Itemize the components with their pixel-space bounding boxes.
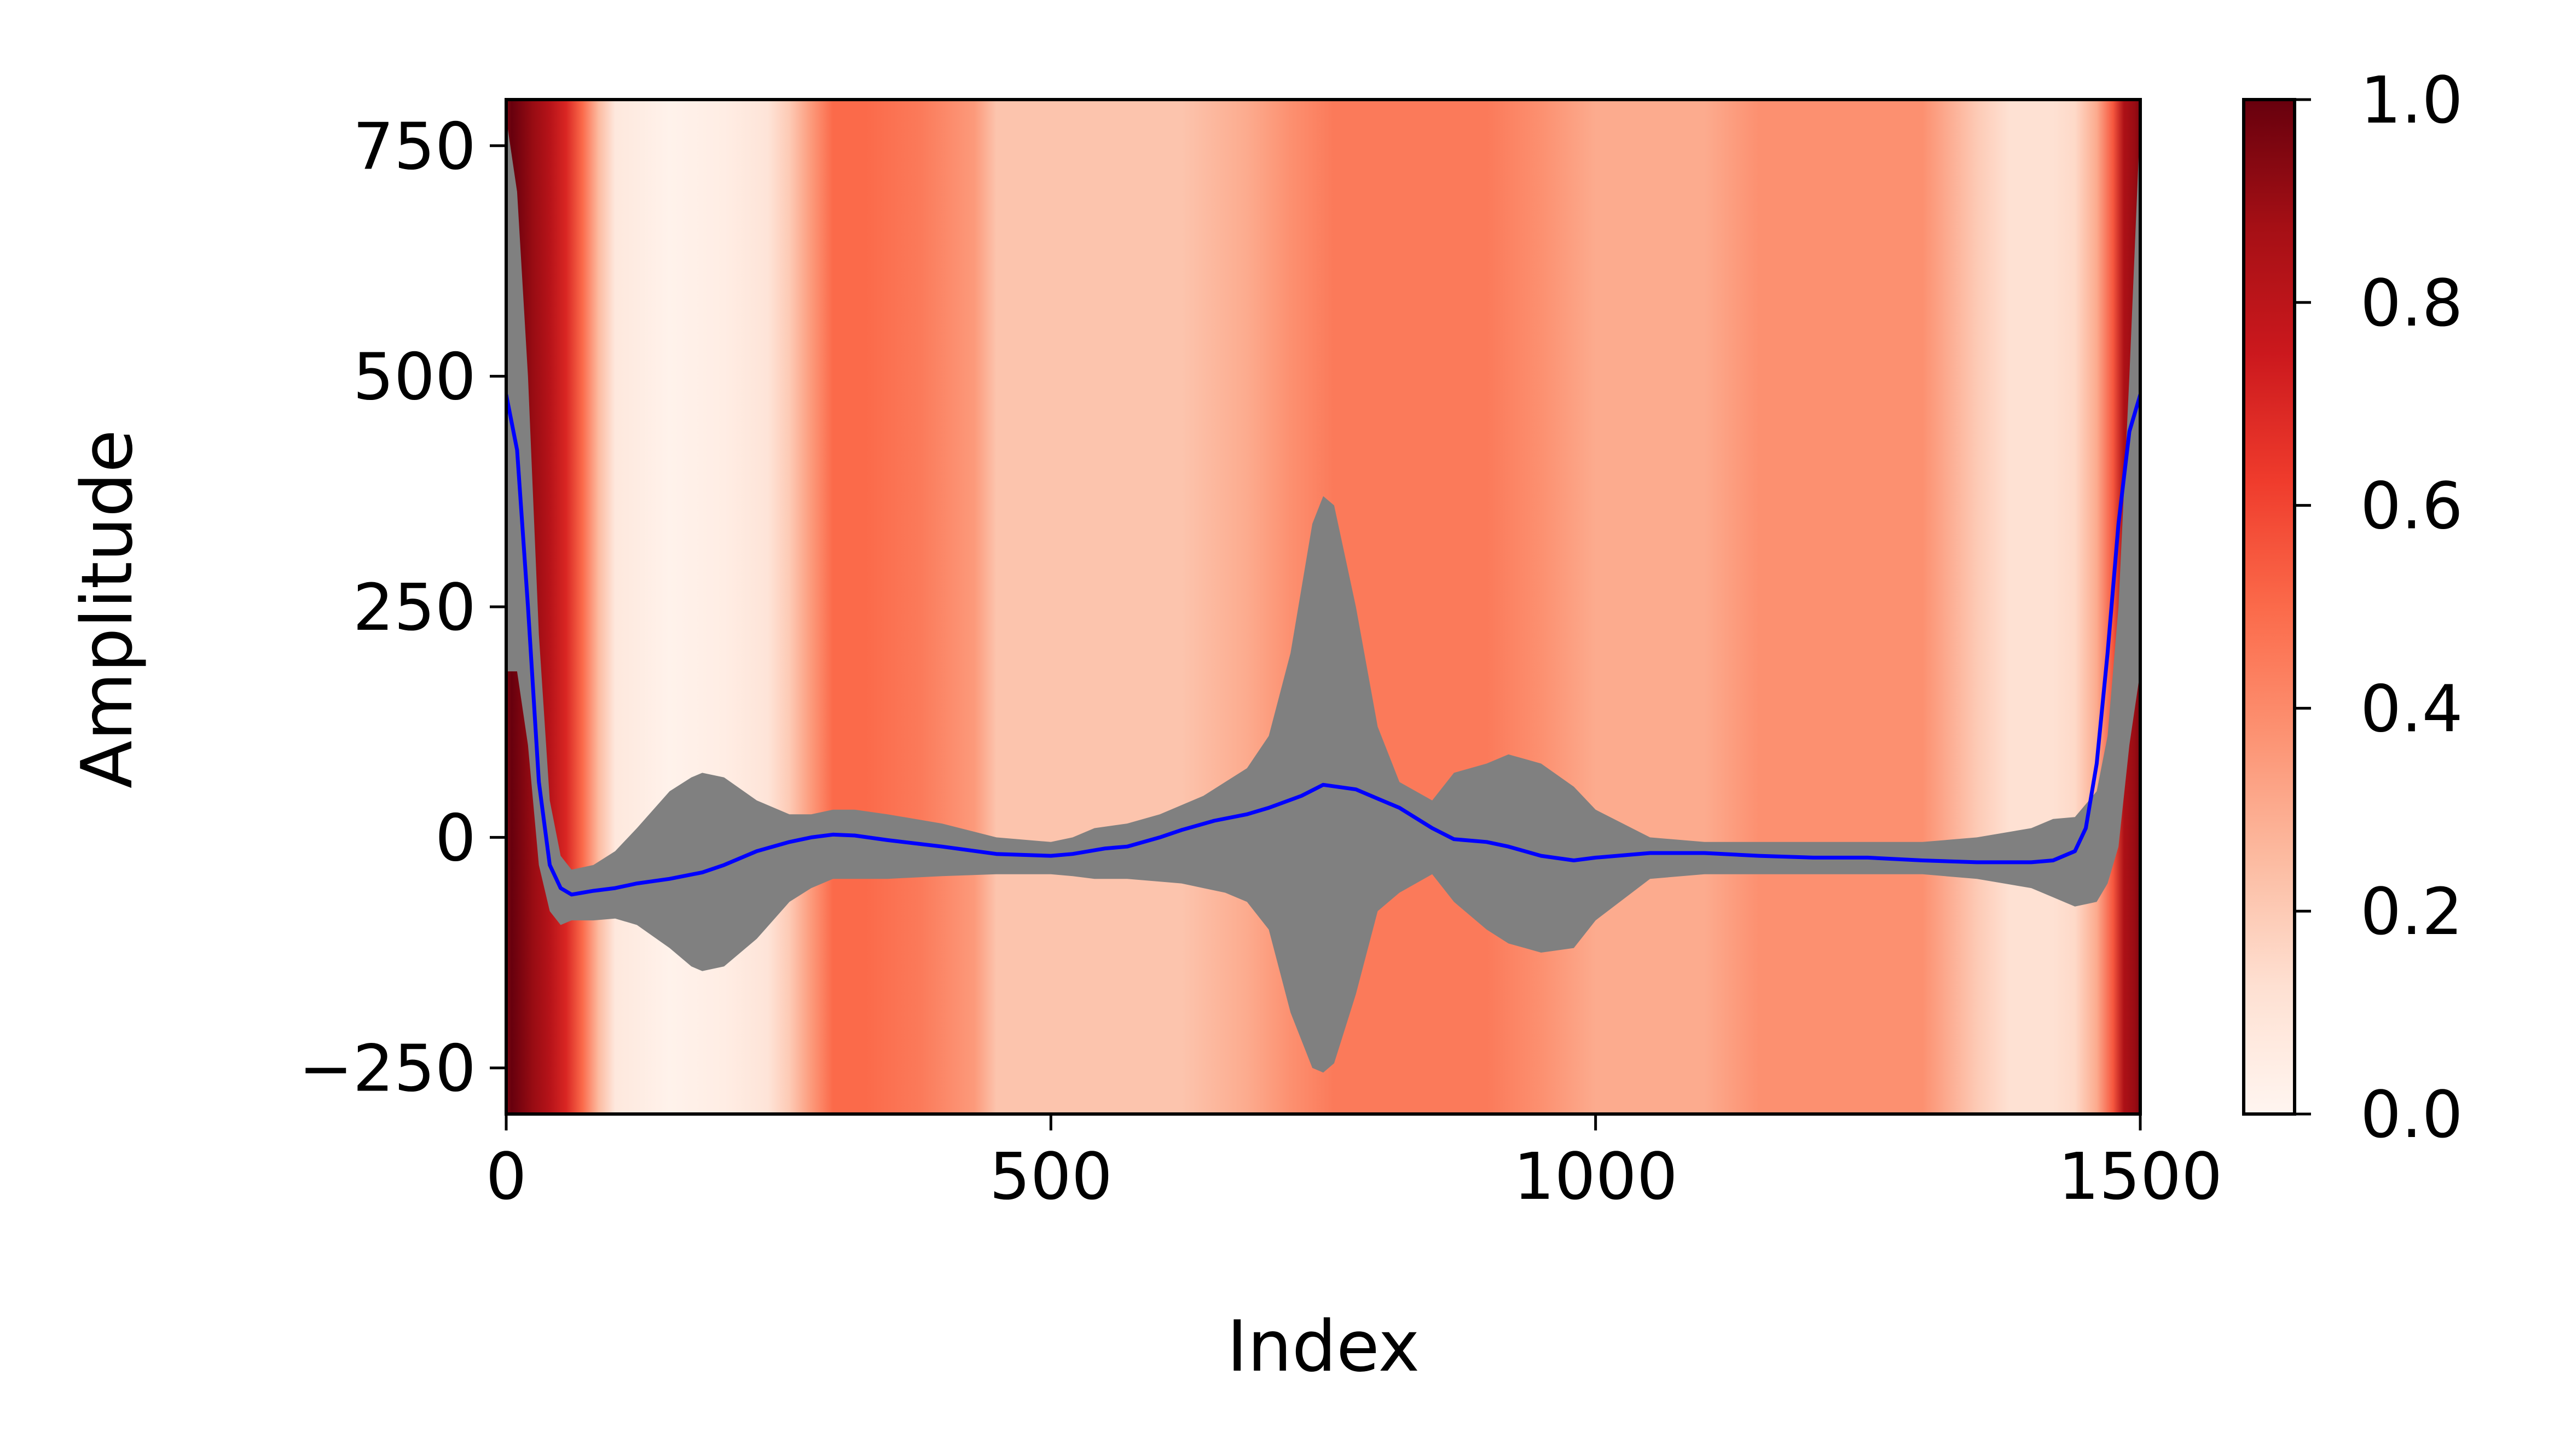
x-tick-label: 500 — [989, 1139, 1113, 1214]
x-axis-label: Index — [1227, 1306, 1420, 1388]
colorbar-tick-label: 0.2 — [2360, 874, 2463, 949]
uncertainty-band — [506, 118, 2140, 1073]
colorbar — [2242, 98, 2296, 1116]
colorbar-tick-label: 0.0 — [2360, 1077, 2463, 1152]
mean-line — [506, 394, 2140, 897]
y-tick-label: −250 — [299, 1031, 476, 1106]
x-tick-label: 1000 — [1514, 1139, 1678, 1214]
x-tick-label: 1500 — [2058, 1139, 2222, 1214]
colorbar-tick-label: 1.0 — [2360, 62, 2463, 138]
y-tick-label: 750 — [353, 108, 476, 184]
plot-data-group — [506, 118, 2140, 1073]
y-axis-label: Amplitude — [67, 430, 148, 788]
y-tick-label: 500 — [353, 339, 476, 415]
y-tick-label: 250 — [353, 570, 476, 645]
colorbar-tick-label: 0.8 — [2360, 265, 2463, 341]
x-tick-label: 0 — [485, 1139, 526, 1214]
colorbar-tick-label: 0.4 — [2360, 671, 2463, 746]
colorbar-tick-label: 0.6 — [2360, 468, 2463, 544]
y-tick-label: 0 — [435, 800, 476, 875]
